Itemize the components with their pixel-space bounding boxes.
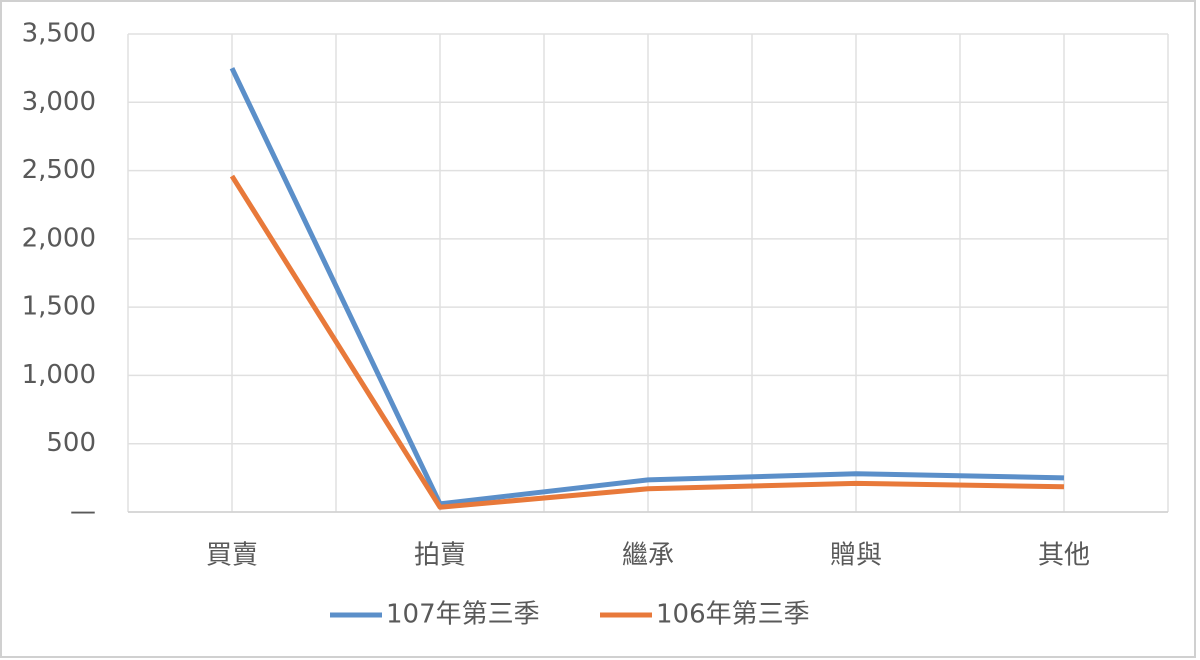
y-tick-label: 1,500 (22, 292, 96, 322)
x-tick-label: 拍賣 (414, 541, 466, 571)
y-tick-label: 3,500 (22, 19, 96, 49)
legend-label: 106年第三季 (656, 600, 810, 630)
x-tick-label: 其他 (1038, 541, 1090, 571)
x-tick-label: 繼承 (622, 541, 674, 571)
y-tick-label: 2,500 (22, 155, 96, 185)
y-tick-label: 1,000 (22, 360, 96, 390)
y-tick-label: — (70, 497, 96, 527)
series-line (229, 67, 1065, 507)
y-tick-label: 2,000 (22, 223, 96, 253)
x-tick-label: 買賣 (206, 541, 258, 571)
x-tick-label: 贈與 (830, 541, 882, 571)
y-tick-label: 3,000 (22, 87, 96, 117)
y-tick-label: 500 (46, 428, 96, 458)
series-line (229, 174, 1065, 510)
legend-label: 107年第三季 (386, 600, 540, 630)
